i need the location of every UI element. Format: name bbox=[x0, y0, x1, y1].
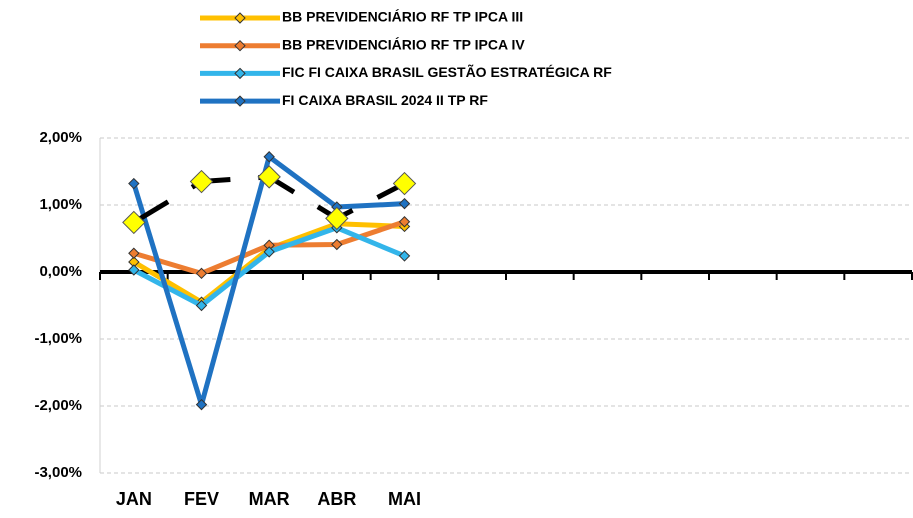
legend-marker bbox=[234, 39, 246, 52]
data-point bbox=[325, 206, 349, 231]
data-point bbox=[392, 171, 417, 196]
legend-marker bbox=[234, 12, 246, 24]
data-point bbox=[128, 264, 140, 276]
data-point bbox=[189, 169, 214, 194]
data-point bbox=[122, 210, 146, 235]
data-point bbox=[195, 398, 208, 411]
x-tick-label: MAR bbox=[249, 489, 290, 509]
legend-marker bbox=[234, 67, 246, 80]
x-tick-label: ABR bbox=[317, 489, 356, 509]
data-point bbox=[195, 267, 208, 280]
y-tick-label: 1,00% bbox=[39, 196, 82, 213]
y-tick-label: 2,00% bbox=[39, 129, 82, 146]
legend-label: FI CAIXA BRASIL 2024 II TP RF bbox=[282, 92, 488, 108]
x-tick-label: FEV bbox=[184, 489, 219, 509]
legend-label: BB PREVIDENCIÁRIO RF TP IPCA III bbox=[282, 9, 523, 25]
data-point bbox=[263, 151, 275, 163]
series-line bbox=[131, 154, 405, 408]
y-tick-label: -2,00% bbox=[34, 397, 82, 414]
data-point bbox=[195, 299, 208, 312]
x-tick-label: JAN bbox=[116, 489, 152, 509]
data-point bbox=[398, 197, 411, 210]
data-point bbox=[263, 246, 275, 258]
y-tick-label: -1,00% bbox=[34, 330, 82, 347]
data-point bbox=[257, 165, 281, 189]
data-point bbox=[398, 216, 411, 228]
data-point bbox=[331, 238, 343, 251]
data-point bbox=[398, 250, 411, 262]
y-tick-label: -3,00% bbox=[34, 464, 82, 481]
y-tick-label: 0,00% bbox=[39, 263, 82, 280]
legend-label: FIC FI CAIXA BRASIL GESTÃO ESTRATÉGICA R… bbox=[282, 63, 612, 80]
x-tick-label: MAI bbox=[388, 489, 421, 509]
data-point bbox=[128, 247, 140, 259]
data-point bbox=[128, 177, 140, 190]
legend-marker bbox=[234, 95, 246, 107]
legend-label: BB PREVIDENCIÁRIO RF TP IPCA IV bbox=[282, 36, 525, 52]
